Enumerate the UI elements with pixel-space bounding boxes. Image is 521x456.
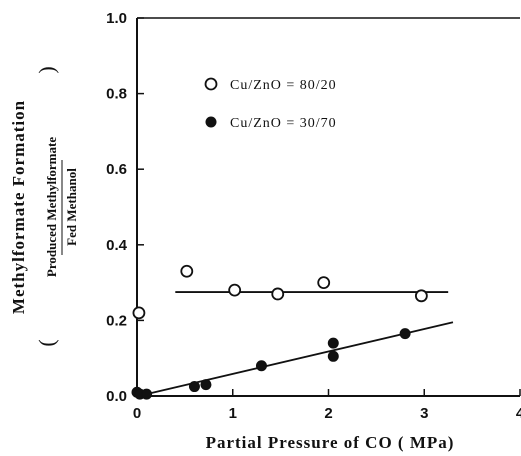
y-axis-title: Methylformate Formation	[9, 100, 28, 314]
data-point-series-1-5	[255, 360, 267, 372]
data-point-series-1-8	[399, 328, 411, 340]
x-tick-label-2: 2	[324, 405, 332, 422]
data-point-series-1-3	[188, 381, 200, 393]
data-point-series-1-6	[327, 337, 339, 349]
axis-ticks: 0 1 2 3 4 0.0 0.2 0.4 0.6 0.8 1.0	[106, 10, 521, 422]
data-point-series-1-2	[141, 388, 153, 400]
legend: Cu/ZnO = 80/20 Cu/ZnO = 30/70	[204, 77, 337, 131]
data-point-series-0-1	[180, 264, 194, 278]
data-point-series-0-0	[132, 306, 146, 320]
data-points	[131, 264, 428, 400]
x-axis-title: Partial Pressure of CO ( MPa)	[206, 433, 455, 452]
y-axis-title-group: Methylformate Formation ( ) Produced Met…	[9, 66, 79, 346]
data-point-series-0-4	[317, 276, 331, 290]
legend-marker-filled	[205, 116, 217, 128]
y-axis-ratio-denominator: Fed Methanol	[64, 168, 79, 246]
y-axis-ratio-numerator: Produced Methylformate	[44, 137, 59, 277]
legend-label-open: Cu/ZnO = 80/20	[230, 78, 337, 93]
y-axis-ratio-close-paren: )	[34, 66, 59, 73]
fit-lines	[146, 291, 454, 395]
x-tick-label-3: 3	[420, 405, 428, 422]
y-axis-ratio-open-paren: (	[34, 339, 59, 346]
y-tick-label-2: 0.4	[106, 237, 128, 254]
x-tick-label-1: 1	[229, 405, 237, 422]
data-point-series-0-2	[228, 283, 242, 297]
y-tick-label-4: 0.8	[106, 86, 127, 103]
y-tick-label-5: 1.0	[106, 10, 127, 27]
legend-label-filled: Cu/ZnO = 30/70	[230, 116, 337, 131]
data-point-series-1-7	[327, 350, 339, 362]
data-point-series-0-3	[271, 287, 285, 301]
data-point-series-1-4	[200, 379, 212, 391]
y-tick-label-3: 0.6	[106, 161, 127, 178]
y-tick-label-1: 0.2	[106, 312, 127, 329]
y-tick-label-0: 0.0	[106, 388, 127, 405]
x-tick-label-4: 4	[516, 405, 521, 422]
plot-frame	[136, 17, 520, 397]
x-tick-label-0: 0	[133, 405, 141, 422]
data-point-series-0-5	[414, 289, 428, 303]
legend-marker-open	[204, 77, 218, 91]
